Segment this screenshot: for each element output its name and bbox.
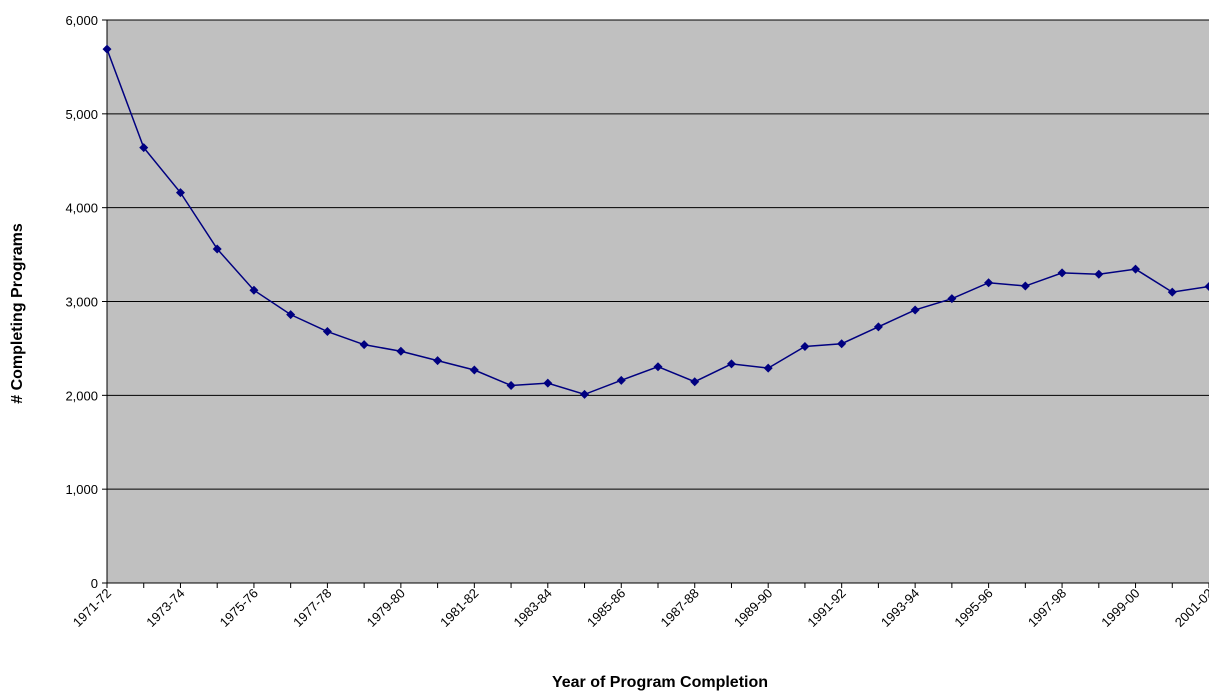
data-point: [1167, 287, 1177, 297]
data-point: [837, 339, 847, 349]
data-point: [1020, 281, 1030, 291]
x-tick-label: 1973-74: [143, 586, 187, 630]
x-tick-label: 1977-78: [290, 586, 334, 630]
y-tick-label: 2,000: [65, 388, 98, 403]
axes: [102, 19, 1209, 588]
y-tick-label: 3,000: [65, 295, 98, 310]
data-point: [469, 365, 479, 375]
data-point: [1131, 264, 1141, 274]
data-point: [506, 380, 516, 390]
data-point: [910, 305, 920, 315]
y-axis-title: # Completing Programs: [9, 223, 26, 404]
data-point: [286, 310, 296, 320]
gridlines: [107, 19, 1209, 490]
x-tick-label: 1971-72: [70, 586, 114, 630]
data-point: [433, 356, 443, 366]
data-point: [102, 44, 112, 54]
x-tick-label: 1997-98: [1025, 586, 1069, 630]
x-tick-label: 1993-94: [878, 586, 922, 630]
x-tick-label: 1981-82: [437, 586, 481, 630]
data-point: [543, 378, 553, 388]
data-point: [616, 375, 626, 385]
data-point: [726, 359, 736, 369]
x-tick-label: 1989-90: [731, 586, 775, 630]
data-point: [396, 346, 406, 356]
data-point: [1204, 281, 1209, 291]
data-point: [763, 363, 773, 373]
x-tick-label: 1991-92: [804, 586, 848, 630]
data-point: [873, 322, 883, 332]
data-point: [212, 244, 222, 254]
x-tick-label: 1979-80: [364, 586, 408, 630]
x-tick-label: 1975-76: [217, 586, 261, 630]
y-tick-label: 4,000: [65, 201, 98, 216]
data-point: [580, 389, 590, 399]
y-tick-label: 0: [91, 576, 98, 591]
data-point: [249, 285, 259, 295]
data-point: [322, 327, 332, 337]
data-point: [800, 342, 810, 352]
data-point: [653, 362, 663, 372]
y-tick-label: 5,000: [65, 107, 98, 122]
x-axis-title: Year of Program Completion: [552, 674, 768, 691]
data-point: [1057, 268, 1067, 278]
data-point: [1094, 269, 1104, 279]
data-point: [359, 340, 369, 350]
data-point: [947, 294, 957, 304]
y-tick-label: 6,000: [65, 13, 98, 28]
x-tick-label: 1985-86: [584, 586, 628, 630]
x-tick-label: 1987-88: [658, 586, 702, 630]
x-tick-label: 1999-00: [1098, 586, 1142, 630]
y-tick-label: 1,000: [65, 482, 98, 497]
data-point: [139, 143, 149, 153]
x-tick-label: 1983-84: [511, 586, 555, 630]
data-point: [690, 377, 700, 387]
data-point: [175, 188, 185, 198]
x-tick-label: 2001-02: [1172, 586, 1209, 630]
series-layer: [102, 44, 1209, 399]
x-tick-label: 1995-96: [951, 586, 995, 630]
data-point: [984, 278, 994, 288]
